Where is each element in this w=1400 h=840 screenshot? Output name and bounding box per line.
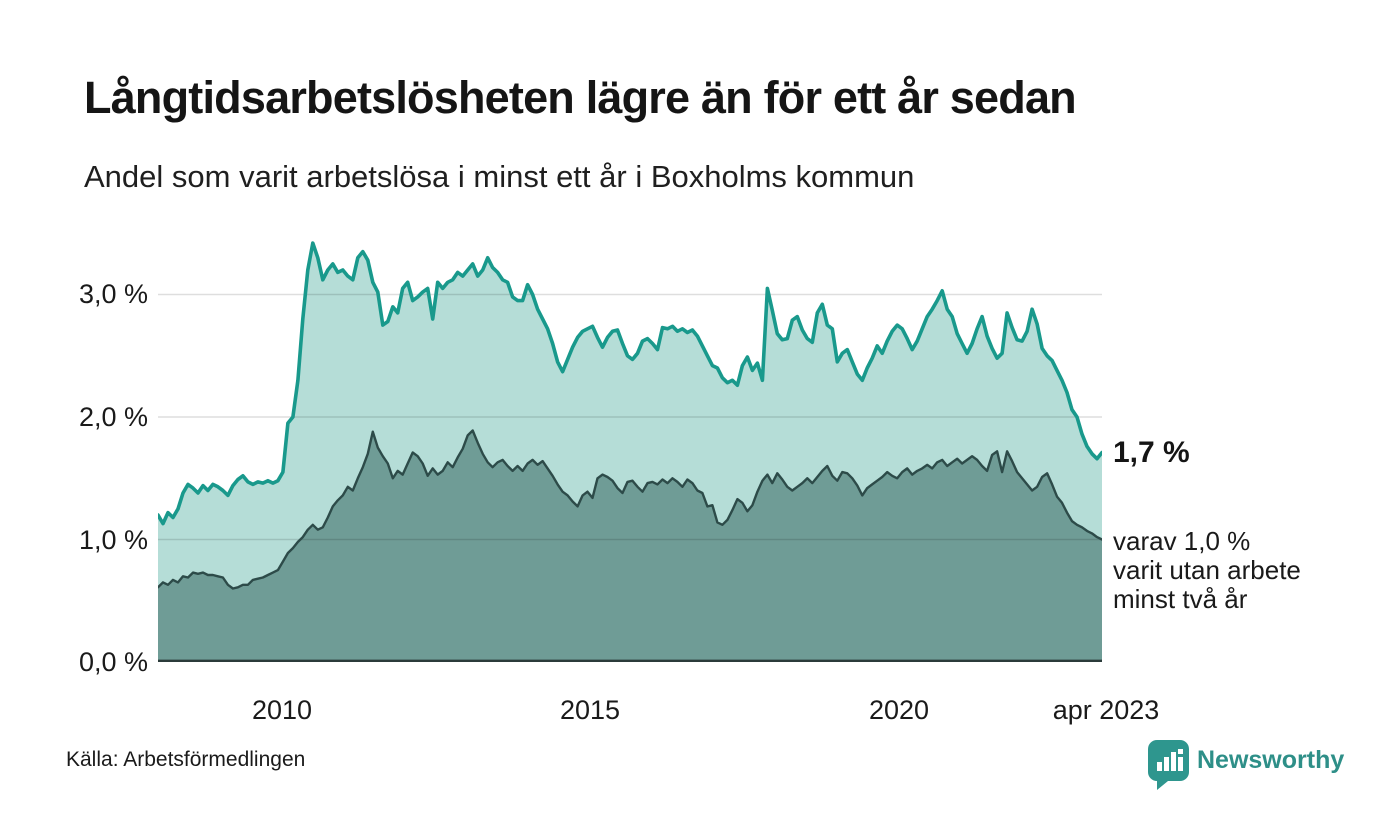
source-note: Källa: Arbetsförmedlingen: [66, 748, 306, 771]
chart-canvas: [158, 241, 1102, 662]
latest-value-annotation: 1,7 %: [1113, 436, 1190, 469]
subset-annotation-line2: varit utan arbete: [1113, 555, 1301, 585]
y-tick-label-0: 0,0 %: [78, 647, 148, 677]
x-tick-label-apr2023: apr 2023: [1052, 695, 1160, 725]
y-tick-label-3: 3,0 %: [78, 279, 148, 309]
subset-annotation-line1: varav 1,0 %: [1113, 526, 1251, 556]
page-title: Långtidsarbetslösheten lägre än för ett …: [84, 72, 1077, 123]
subset-annotation-line3: minst två år: [1113, 584, 1248, 614]
subset-value-annotation: varav 1,0 % varit utan arbete minst två …: [1113, 527, 1353, 614]
brand-logo[interactable]: Newsworthy: [1148, 740, 1344, 795]
y-tick-label-1: 1,0 %: [78, 525, 148, 555]
brand-name: Newsworthy: [1197, 746, 1345, 774]
x-tick-label-2010: 2010: [251, 695, 313, 725]
x-tick-label-2020: 2020: [868, 695, 930, 725]
x-tick-label-2015: 2015: [559, 695, 621, 725]
newsworthy-icon: [1148, 740, 1189, 795]
chart-subtitle: Andel som varit arbetslösa i minst ett å…: [84, 159, 915, 194]
y-tick-label-2: 2,0 %: [78, 402, 148, 432]
